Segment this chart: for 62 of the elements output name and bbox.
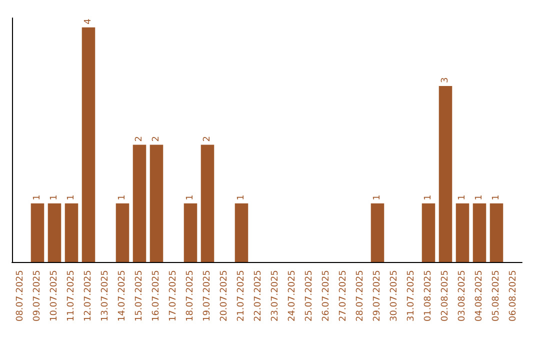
bar (48, 203, 62, 262)
data-label: 1 (492, 194, 502, 200)
x-tick-label: 05.08.2025 (492, 270, 502, 322)
data-label: 1 (372, 194, 382, 200)
bar (132, 144, 146, 262)
x-tick-label: 21.07.2025 (236, 270, 246, 322)
x-tick-label: 08.07.2025 (16, 270, 26, 322)
x-tick-label: 14.07.2025 (118, 270, 128, 322)
x-tick-label: 13.07.2025 (100, 270, 110, 322)
x-tick-label: 04.08.2025 (474, 270, 484, 322)
bar (472, 203, 486, 262)
x-tick-label: 22.07.2025 (254, 270, 264, 322)
data-label: 2 (202, 136, 212, 142)
data-label: 1 (424, 194, 434, 200)
bar (422, 203, 436, 262)
bar (438, 86, 452, 262)
bar (116, 203, 130, 262)
bar (184, 203, 198, 262)
data-label: 1 (66, 194, 76, 200)
data-label: 2 (152, 136, 162, 142)
x-tick-label: 31.07.2025 (406, 270, 416, 322)
bar (370, 203, 384, 262)
bar (200, 144, 214, 262)
data-label: 1 (50, 194, 60, 200)
x-tick-label: 30.07.2025 (390, 270, 400, 322)
bar (490, 203, 504, 262)
bar (234, 203, 248, 262)
data-label: 2 (134, 136, 144, 142)
data-label: 1 (458, 194, 468, 200)
x-tick-label: 09.07.2025 (32, 270, 42, 322)
x-tick-label: 11.07.2025 (66, 270, 76, 322)
data-label: 4 (84, 18, 94, 24)
x-tick-label: 16.07.2025 (152, 270, 162, 322)
x-tick-label: 24.07.2025 (288, 270, 298, 322)
x-tick-label: 23.07.2025 (270, 270, 280, 322)
x-tick-label: 19.07.2025 (202, 270, 212, 322)
x-tick-label: 06.08.2025 (508, 270, 518, 322)
x-tick-label: 29.07.2025 (372, 270, 382, 322)
x-tick-label: 10.07.2025 (50, 270, 60, 322)
x-tick-label: 27.07.2025 (338, 270, 348, 322)
x-tick-label: 15.07.2025 (134, 270, 144, 322)
x-tick-label: 02.08.2025 (440, 270, 450, 322)
x-tick-label: 18.07.2025 (186, 270, 196, 322)
data-label: 1 (186, 194, 196, 200)
data-label: 3 (440, 77, 450, 84)
x-tick-label: 20.07.2025 (220, 270, 230, 322)
x-tick-label: 25.07.2025 (304, 270, 314, 322)
bar (456, 203, 470, 262)
x-tick-label: 17.07.2025 (168, 270, 178, 322)
x-tick-label: 03.08.2025 (458, 270, 468, 322)
data-label: 1 (32, 194, 42, 200)
bar (82, 27, 96, 262)
x-tick-label: 01.08.2025 (424, 270, 434, 322)
x-tick-label: 28.07.2025 (356, 270, 366, 322)
bar (150, 144, 164, 262)
bar (64, 203, 78, 262)
bar (30, 203, 44, 262)
data-label: 1 (474, 194, 484, 200)
data-label: 1 (236, 194, 246, 200)
x-tick-label: 26.07.2025 (322, 270, 332, 322)
x-tick-label: 12.07.2025 (84, 270, 94, 322)
data-label: 1 (118, 194, 128, 200)
